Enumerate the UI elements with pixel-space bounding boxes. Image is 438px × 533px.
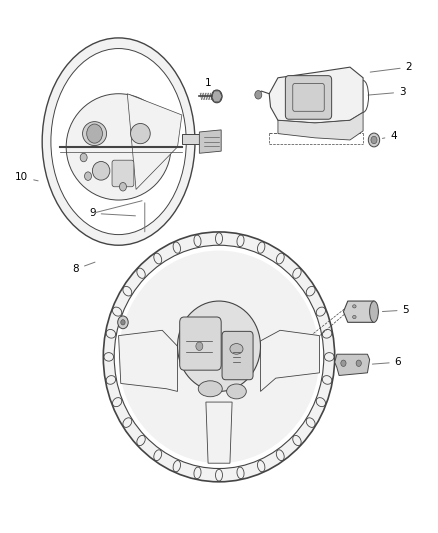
Ellipse shape [42, 38, 195, 245]
Text: 9: 9 [89, 208, 135, 219]
Circle shape [341, 360, 346, 367]
Circle shape [121, 320, 125, 325]
Ellipse shape [119, 251, 319, 463]
Text: 3: 3 [368, 87, 406, 97]
Text: 5: 5 [382, 305, 409, 315]
Polygon shape [182, 134, 212, 144]
Ellipse shape [103, 232, 335, 482]
Text: 10: 10 [15, 172, 38, 182]
Circle shape [120, 182, 127, 191]
Text: 2: 2 [370, 62, 412, 72]
Ellipse shape [66, 94, 171, 200]
Ellipse shape [230, 344, 243, 354]
Ellipse shape [114, 245, 324, 469]
Polygon shape [335, 354, 370, 375]
Circle shape [212, 90, 222, 103]
Polygon shape [261, 330, 319, 391]
Ellipse shape [92, 161, 110, 180]
Polygon shape [119, 330, 177, 391]
Ellipse shape [177, 301, 261, 391]
Ellipse shape [353, 316, 356, 319]
Polygon shape [269, 67, 363, 123]
Text: 4: 4 [382, 131, 397, 141]
Ellipse shape [226, 384, 246, 399]
Circle shape [371, 136, 377, 144]
FancyBboxPatch shape [222, 332, 253, 379]
Polygon shape [278, 112, 363, 140]
Circle shape [80, 154, 87, 162]
Circle shape [356, 360, 361, 367]
FancyBboxPatch shape [180, 317, 221, 370]
FancyBboxPatch shape [112, 160, 134, 187]
Circle shape [118, 316, 128, 329]
Polygon shape [206, 402, 232, 463]
Ellipse shape [198, 381, 222, 397]
Polygon shape [343, 301, 378, 322]
Circle shape [85, 172, 92, 180]
Polygon shape [127, 94, 182, 189]
Ellipse shape [370, 301, 378, 322]
Text: 6: 6 [372, 357, 401, 367]
Text: 8: 8 [72, 262, 95, 274]
Polygon shape [199, 130, 221, 154]
Ellipse shape [353, 305, 356, 308]
FancyBboxPatch shape [286, 76, 332, 119]
Text: 1: 1 [205, 78, 215, 92]
Ellipse shape [131, 124, 150, 144]
Circle shape [196, 342, 203, 351]
Circle shape [87, 124, 102, 143]
Circle shape [255, 91, 262, 99]
Ellipse shape [82, 122, 106, 146]
Polygon shape [212, 91, 222, 102]
Circle shape [368, 133, 380, 147]
Ellipse shape [51, 49, 186, 235]
